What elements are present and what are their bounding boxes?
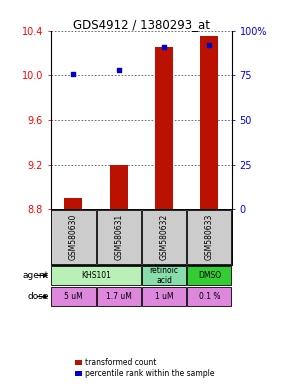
Text: KHS101: KHS101 (81, 271, 111, 280)
FancyBboxPatch shape (97, 287, 141, 306)
FancyBboxPatch shape (142, 210, 186, 264)
Bar (155, 48, 173, 209)
Point (162, 44, 166, 50)
Text: 1.7 uM: 1.7 uM (106, 292, 132, 301)
Bar (64, 198, 82, 209)
Text: DMSO: DMSO (198, 271, 221, 280)
FancyBboxPatch shape (187, 266, 231, 285)
FancyBboxPatch shape (142, 287, 186, 306)
FancyBboxPatch shape (51, 287, 95, 306)
Text: 0.1 %: 0.1 % (199, 292, 220, 301)
Text: GSM580630: GSM580630 (69, 214, 78, 260)
Text: agent: agent (23, 271, 49, 280)
Bar (200, 36, 218, 209)
Text: retinoic
acid: retinoic acid (150, 266, 179, 285)
Text: 5 uM: 5 uM (64, 292, 83, 301)
Text: GSM580632: GSM580632 (160, 214, 168, 260)
Text: GSM580633: GSM580633 (205, 214, 214, 260)
FancyBboxPatch shape (97, 210, 141, 264)
Point (71, 70, 76, 76)
Point (207, 42, 212, 48)
FancyBboxPatch shape (142, 266, 186, 285)
FancyBboxPatch shape (187, 210, 231, 264)
Bar (110, 164, 128, 209)
Title: GDS4912 / 1380293_at: GDS4912 / 1380293_at (73, 18, 210, 31)
Text: dose: dose (28, 292, 49, 301)
FancyBboxPatch shape (51, 210, 95, 264)
Text: GSM580631: GSM580631 (114, 214, 123, 260)
Text: 1 uM: 1 uM (155, 292, 173, 301)
Point (116, 67, 121, 73)
FancyBboxPatch shape (187, 287, 231, 306)
Legend: transformed count, percentile rank within the sample: transformed count, percentile rank withi… (75, 358, 215, 378)
FancyBboxPatch shape (51, 209, 232, 265)
FancyBboxPatch shape (51, 266, 141, 285)
